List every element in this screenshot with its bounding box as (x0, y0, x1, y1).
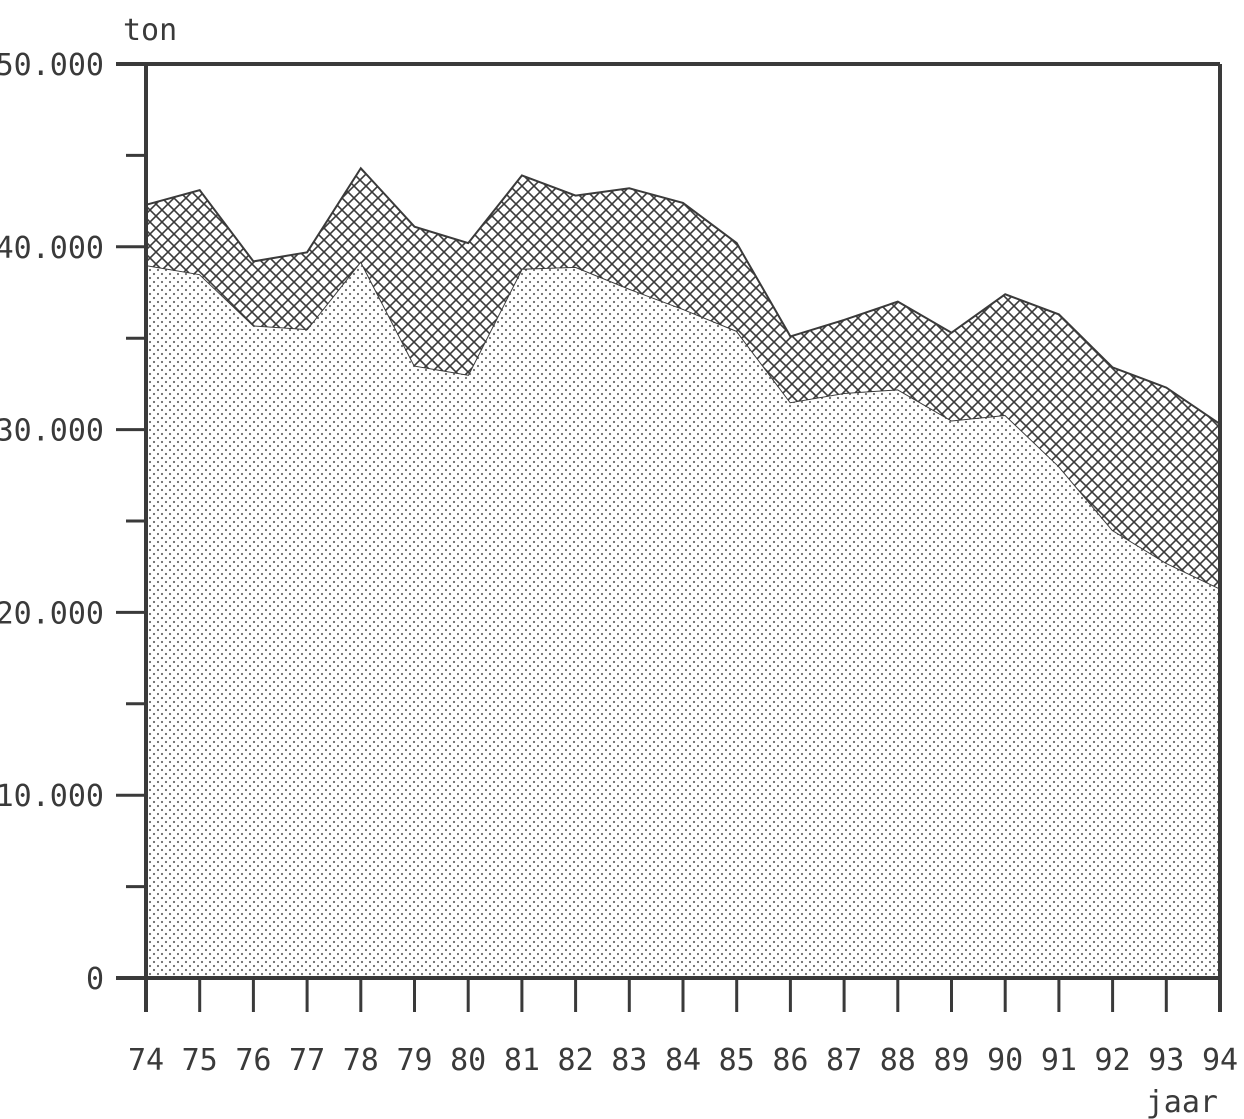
area-series-2 (146, 168, 1220, 589)
series-line-2 (145, 166, 1221, 425)
x-tick-label: 83 (611, 1043, 647, 1078)
x-tick-label: 90 (987, 1043, 1023, 1078)
y-tick-label: 10.000 (0, 779, 104, 814)
x-tick-label: 86 (772, 1043, 808, 1078)
x-tick-label: 84 (665, 1043, 701, 1078)
x-tick-label: 79 (396, 1043, 432, 1078)
x-tick-label: 94 (1202, 1043, 1238, 1078)
x-tick-label: 82 (558, 1043, 594, 1078)
y-tick-label: 0 (86, 962, 104, 997)
x-tick-label: 92 (1095, 1043, 1131, 1078)
area-layers (145, 166, 1221, 978)
x-tick-label: 78 (343, 1043, 379, 1078)
y-tick-label: 30.000 (0, 414, 104, 449)
plot-frame (116, 62, 1222, 1012)
x-tick-label: 75 (182, 1043, 218, 1078)
x-tick-label: 74 (128, 1043, 164, 1078)
y-axis-title: ton (123, 13, 177, 48)
x-tick-label: 89 (933, 1043, 969, 1078)
x-tick-label: 80 (450, 1043, 486, 1078)
x-tick-label: 91 (1041, 1043, 1077, 1078)
x-tick-label: 76 (235, 1043, 271, 1078)
y-tick-label: 40.000 (0, 231, 104, 266)
x-axis-title: jaar (1146, 1085, 1218, 1119)
x-axis-ticks: 74 75 76 77 78 79 80 81 82 83 84 85 86 87 88 89 90 91 92 93… (128, 978, 1238, 1078)
x-tick-label: 85 (719, 1043, 755, 1078)
x-tick-label: 81 (504, 1043, 540, 1078)
x-tick-label: 77 (289, 1043, 325, 1078)
area-series-1 (146, 261, 1220, 978)
x-tick-label: 87 (826, 1043, 862, 1078)
y-tick-label: 20.000 (0, 596, 104, 631)
y-tick-label: 50.000 (0, 48, 104, 83)
y-axis-ticks: 0 10.000 20.000 30.000 40.000 50.000 (0, 48, 146, 997)
x-tick-label: 88 (880, 1043, 916, 1078)
x-tick-label: 93 (1148, 1043, 1184, 1078)
